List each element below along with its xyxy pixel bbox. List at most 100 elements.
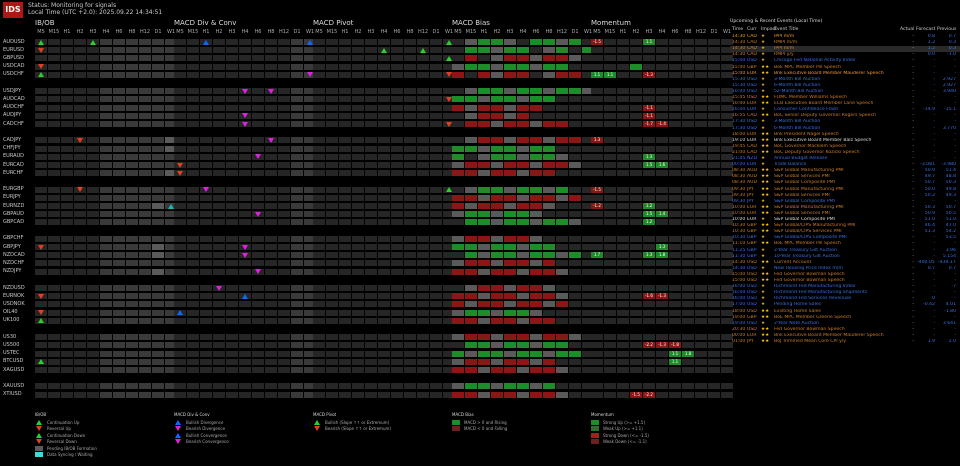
signal-cell[interactable] [695,145,707,152]
signal-cell[interactable] [582,121,594,127]
signal-cell[interactable] [430,145,442,152]
signal-cell[interactable] [352,334,364,341]
signal-cell[interactable] [656,104,668,111]
signal-cell[interactable] [708,260,720,267]
signal-cell[interactable] [543,391,555,398]
signal-cell[interactable] [491,39,503,45]
signal-cell[interactable] [695,268,707,275]
signal-cell[interactable] [695,55,707,62]
signal-cell[interactable] [682,358,694,365]
signal-cell[interactable] [491,342,503,349]
signal-cell[interactable] [313,88,325,95]
signal-cell[interactable] [187,317,199,324]
signal-cell[interactable] [339,383,351,390]
signal-cell[interactable] [617,293,629,300]
signal-cell[interactable] [100,301,112,308]
signal-cell[interactable] [504,350,516,357]
signal-cell[interactable] [452,383,464,390]
signal-cell[interactable] [48,121,60,127]
signal-cell[interactable] [291,39,303,45]
signal-cell[interactable] [152,260,164,267]
signal-cell[interactable] [213,334,225,341]
signal-cell[interactable] [200,162,212,168]
signal-cell[interactable] [187,47,199,54]
signal-cell[interactable] [152,203,164,209]
signal-cell[interactable] [291,211,303,218]
signal-cell[interactable] [530,383,542,390]
signal-cell[interactable] [695,367,707,373]
signal-cell[interactable] [61,186,73,193]
signal-cell[interactable] [213,309,225,316]
signal-cell[interactable] [61,63,73,70]
signal-cell[interactable] [187,112,199,119]
signal-cell[interactable] [187,137,199,144]
signal-cell[interactable] [630,121,642,127]
signal-cell[interactable] [452,88,464,95]
signal-cell[interactable] [708,342,720,349]
signal-cell[interactable] [365,63,377,70]
signal-cell[interactable] [304,121,316,127]
signal-cell[interactable] [556,391,568,398]
signal-cell[interactable]: -1.4 [656,121,668,127]
signal-cell[interactable] [465,285,477,291]
signal-cell[interactable] [326,39,338,45]
signal-cell[interactable] [721,47,733,54]
signal-cell[interactable] [708,63,720,70]
signal-cell[interactable] [252,235,264,242]
signal-cell[interactable] [352,71,364,78]
signal-cell[interactable] [313,293,325,300]
signal-cell[interactable] [452,301,464,308]
signal-cell[interactable] [265,244,277,250]
signal-cell[interactable] [721,268,733,275]
signal-cell[interactable] [504,88,516,95]
signal-cell[interactable] [165,71,177,78]
signal-cell[interactable] [61,358,73,365]
signal-cell[interactable] [643,186,655,193]
signal-cell[interactable] [213,367,225,373]
signal-cell[interactable] [491,235,503,242]
signal-cell[interactable] [48,153,60,160]
signal-cell[interactable] [226,358,238,365]
signal-cell[interactable] [708,194,720,201]
signal-cell[interactable] [326,55,338,62]
signal-cell[interactable] [313,47,325,54]
signal-cell[interactable] [113,112,125,119]
signal-cell[interactable]: -1.5 [630,391,642,398]
signal-cell[interactable] [187,252,199,259]
signal-cell[interactable] [365,55,377,62]
signal-cell[interactable] [365,383,377,390]
signal-cell[interactable] [543,358,555,365]
signal-cell[interactable] [152,170,164,177]
signal-cell[interactable] [378,71,390,78]
signal-cell[interactable] [604,244,616,250]
signal-cell[interactable] [617,211,629,218]
signal-cell[interactable] [365,137,377,144]
signal-cell[interactable] [582,342,594,349]
signal-cell[interactable] [543,104,555,111]
signal-cell[interactable] [226,88,238,95]
signal-cell[interactable] [391,293,403,300]
signal-cell[interactable] [452,162,464,168]
signal-cell[interactable] [304,96,316,103]
signal-cell[interactable] [478,211,490,218]
signal-cell[interactable] [100,47,112,54]
signal-cell[interactable] [165,170,177,177]
signal-cell[interactable] [278,260,290,267]
signal-cell[interactable] [61,350,73,357]
signal-cell[interactable] [682,63,694,70]
calendar-row[interactable]: 08:30 AUD ★★ S&P Global Services PMI -49.7 48… [730,174,960,180]
signal-cell[interactable] [365,244,377,250]
signal-cell[interactable] [126,137,138,144]
signal-cell[interactable] [491,293,503,300]
signal-cell[interactable] [452,244,464,250]
signal-cell[interactable] [365,47,377,54]
signal-cell[interactable] [113,211,125,218]
signal-cell[interactable] [530,153,542,160]
signal-cell[interactable] [504,317,516,324]
signal-cell[interactable] [48,71,60,78]
signal-cell[interactable] [35,285,47,291]
signal-cell[interactable]: -1.5 [591,39,603,45]
signal-cell[interactable] [630,203,642,209]
signal-cell[interactable] [430,71,442,78]
signal-cell[interactable] [378,317,390,324]
